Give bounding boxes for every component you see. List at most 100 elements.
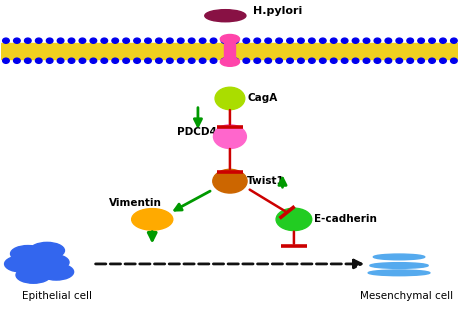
Ellipse shape: [155, 58, 162, 63]
Ellipse shape: [213, 125, 246, 149]
Ellipse shape: [3, 58, 9, 63]
Ellipse shape: [166, 58, 173, 63]
Ellipse shape: [188, 58, 195, 63]
Ellipse shape: [79, 38, 86, 43]
Ellipse shape: [243, 38, 250, 43]
Ellipse shape: [429, 58, 435, 63]
Ellipse shape: [16, 267, 51, 283]
Ellipse shape: [309, 58, 315, 63]
Text: Epithelial cell: Epithelial cell: [22, 291, 92, 301]
Ellipse shape: [440, 38, 446, 43]
Ellipse shape: [276, 38, 283, 43]
Ellipse shape: [221, 38, 228, 43]
Ellipse shape: [287, 38, 293, 43]
Ellipse shape: [25, 38, 31, 43]
Ellipse shape: [330, 58, 337, 63]
Ellipse shape: [166, 38, 173, 43]
Ellipse shape: [68, 58, 75, 63]
Ellipse shape: [254, 58, 261, 63]
Ellipse shape: [276, 58, 283, 63]
Ellipse shape: [90, 58, 97, 63]
Ellipse shape: [200, 58, 206, 63]
Ellipse shape: [200, 38, 206, 43]
Ellipse shape: [385, 38, 392, 43]
Bar: [1, 43, 458, 59]
Ellipse shape: [57, 38, 64, 43]
Ellipse shape: [134, 38, 140, 43]
Ellipse shape: [10, 246, 46, 262]
Ellipse shape: [220, 57, 239, 66]
Ellipse shape: [232, 38, 239, 43]
Text: Twist1: Twist1: [247, 176, 285, 186]
Ellipse shape: [319, 38, 326, 43]
Ellipse shape: [90, 38, 97, 43]
Ellipse shape: [451, 38, 457, 43]
Ellipse shape: [123, 38, 129, 43]
Ellipse shape: [3, 38, 9, 43]
Ellipse shape: [232, 58, 239, 63]
Ellipse shape: [407, 58, 413, 63]
Ellipse shape: [14, 58, 20, 63]
Text: CagA: CagA: [247, 93, 278, 103]
Ellipse shape: [287, 58, 293, 63]
Ellipse shape: [46, 58, 53, 63]
Ellipse shape: [134, 58, 140, 63]
Ellipse shape: [265, 58, 272, 63]
Bar: [225, 43, 236, 59]
Ellipse shape: [188, 38, 195, 43]
Ellipse shape: [341, 58, 348, 63]
Ellipse shape: [221, 58, 228, 63]
Ellipse shape: [396, 58, 402, 63]
Ellipse shape: [370, 263, 428, 268]
Ellipse shape: [205, 10, 246, 22]
Ellipse shape: [341, 38, 348, 43]
Ellipse shape: [210, 38, 217, 43]
Ellipse shape: [330, 38, 337, 43]
Ellipse shape: [374, 254, 425, 260]
Ellipse shape: [34, 254, 69, 271]
Ellipse shape: [46, 38, 53, 43]
Ellipse shape: [352, 58, 359, 63]
Ellipse shape: [112, 58, 118, 63]
Ellipse shape: [213, 169, 247, 193]
Text: Mesenchymal cell: Mesenchymal cell: [360, 291, 453, 301]
Ellipse shape: [298, 58, 304, 63]
Ellipse shape: [57, 58, 64, 63]
Ellipse shape: [215, 87, 245, 110]
Ellipse shape: [418, 58, 424, 63]
Ellipse shape: [220, 34, 239, 43]
Ellipse shape: [123, 58, 129, 63]
Text: H.pylori: H.pylori: [253, 6, 302, 16]
Ellipse shape: [440, 58, 446, 63]
Ellipse shape: [30, 242, 64, 259]
Ellipse shape: [374, 58, 381, 63]
Ellipse shape: [243, 58, 250, 63]
Ellipse shape: [429, 38, 435, 43]
Ellipse shape: [14, 38, 20, 43]
Ellipse shape: [5, 256, 39, 272]
Ellipse shape: [368, 270, 430, 276]
Ellipse shape: [396, 38, 402, 43]
Ellipse shape: [319, 58, 326, 63]
Ellipse shape: [210, 58, 217, 63]
Ellipse shape: [385, 58, 392, 63]
Text: PDCD4: PDCD4: [177, 127, 217, 137]
Ellipse shape: [374, 38, 381, 43]
Ellipse shape: [101, 38, 108, 43]
Ellipse shape: [451, 58, 457, 63]
Ellipse shape: [25, 58, 31, 63]
Ellipse shape: [363, 58, 370, 63]
Ellipse shape: [101, 58, 108, 63]
Ellipse shape: [363, 38, 370, 43]
Ellipse shape: [79, 58, 86, 63]
Ellipse shape: [352, 38, 359, 43]
Ellipse shape: [309, 38, 315, 43]
Ellipse shape: [145, 58, 151, 63]
Ellipse shape: [177, 58, 184, 63]
Ellipse shape: [155, 38, 162, 43]
Ellipse shape: [276, 208, 312, 230]
Ellipse shape: [177, 38, 184, 43]
Ellipse shape: [265, 38, 272, 43]
Ellipse shape: [39, 264, 73, 280]
Ellipse shape: [254, 38, 261, 43]
